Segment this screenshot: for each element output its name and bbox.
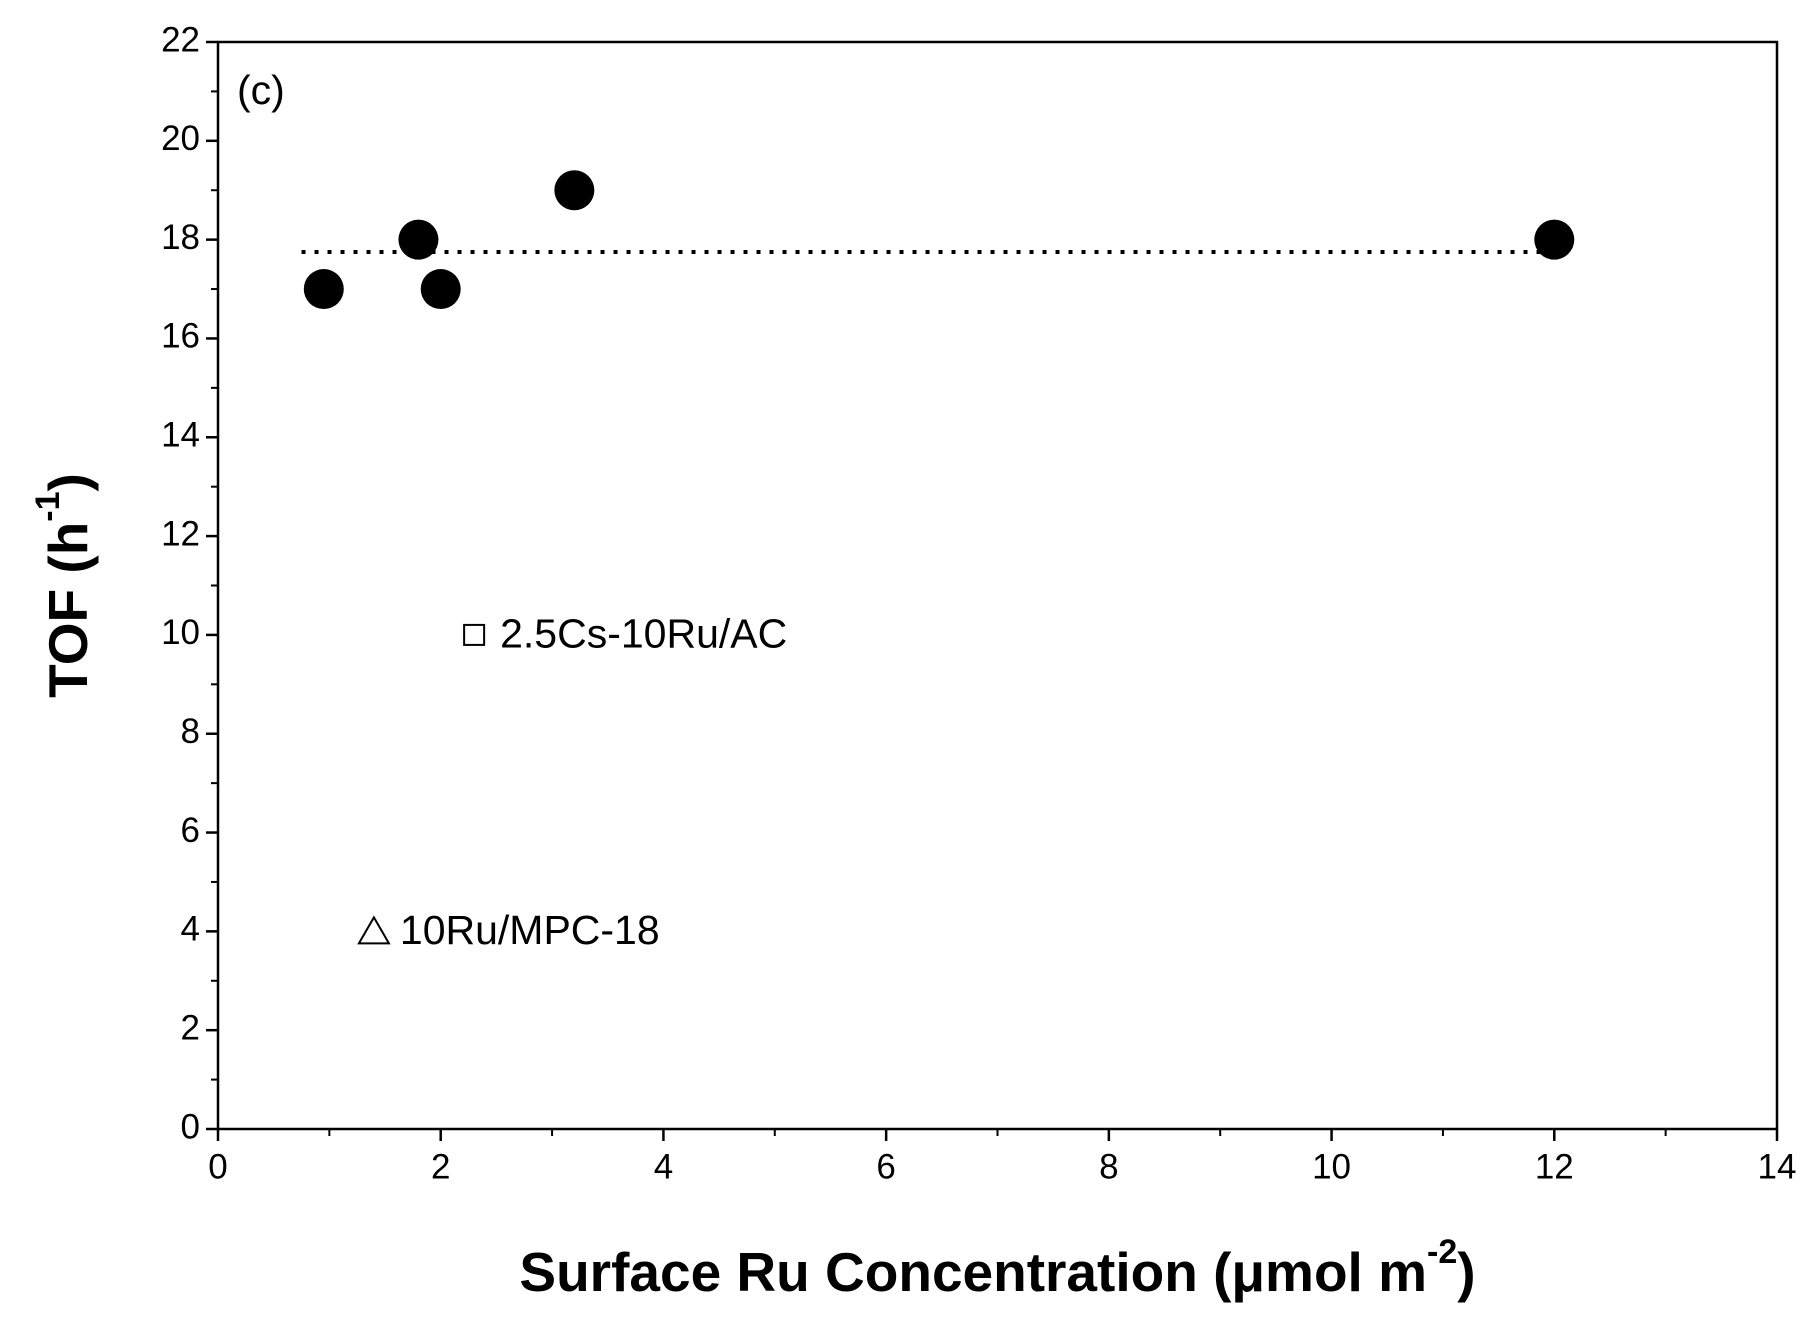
data-point	[303, 269, 344, 310]
y-axis-title: TOF (h-1)	[29, 473, 99, 698]
y-axis-title-text-end: )	[37, 473, 99, 491]
point-label: 10Ru/MPC-18	[400, 907, 660, 953]
data-point	[1534, 219, 1575, 260]
y-tick-label: 20	[161, 119, 200, 158]
data-point	[420, 269, 461, 310]
x-axis-title-text: Surface Ru Concentration (μmol m	[519, 1241, 1427, 1303]
y-tick-label: 4	[181, 910, 200, 949]
x-tick-label: 2	[431, 1147, 450, 1186]
y-tick-label: 12	[161, 514, 200, 553]
x-axis-title-text-end: )	[1457, 1241, 1475, 1303]
y-tick-label: 14	[161, 416, 200, 455]
y-tick-label: 0	[181, 1107, 200, 1146]
x-tick-label: 0	[208, 1147, 227, 1186]
panel-label: (c)	[237, 67, 285, 113]
data-point	[463, 623, 486, 646]
y-tick-label: 6	[181, 811, 200, 850]
x-tick-label: 14	[1758, 1147, 1797, 1186]
x-axis-title-superscript: -2	[1427, 1233, 1457, 1271]
y-tick-label: 2	[181, 1008, 200, 1047]
x-axis-title: Surface Ru Concentration (μmol m-2)	[519, 1233, 1475, 1303]
data-point	[398, 219, 439, 260]
y-tick-label: 10	[161, 613, 200, 652]
y-tick-label: 22	[161, 20, 200, 59]
data-point	[357, 915, 391, 945]
point-label: 2.5Cs-10Ru/AC	[500, 611, 787, 657]
y-tick-label: 18	[161, 218, 200, 257]
y-axis-title-superscript: -1	[29, 491, 67, 521]
y-tick-label: 8	[181, 712, 200, 751]
y-tick-label: 16	[161, 317, 200, 356]
x-tick-label: 8	[1099, 1147, 1118, 1186]
x-tick-label: 6	[876, 1147, 895, 1186]
x-tick-label: 10	[1312, 1147, 1351, 1186]
y-axis-title-text: TOF (h	[37, 522, 99, 698]
x-tick-label: 4	[654, 1147, 673, 1186]
x-tick-label: 12	[1535, 1147, 1574, 1186]
data-point	[554, 170, 595, 211]
